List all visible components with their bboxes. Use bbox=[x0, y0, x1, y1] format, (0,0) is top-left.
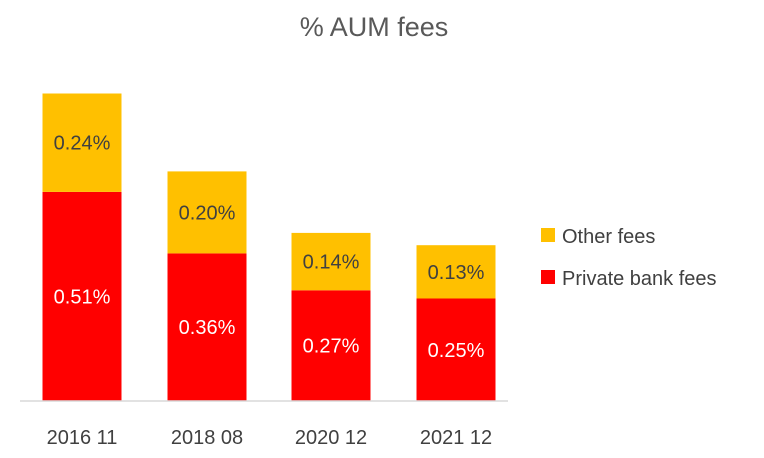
bars-group: 0.51% 0.24% 0.36% 0.20% 0.27% 0.14% 0.25% 0.13% bbox=[42, 93, 496, 401]
bar-other-fees bbox=[167, 171, 247, 254]
x-tick-label: 2016 11 bbox=[47, 427, 118, 449]
bar-other-fees bbox=[416, 245, 496, 299]
chart-title: % AUM fees bbox=[300, 12, 449, 42]
bar-other-fees bbox=[42, 93, 122, 192]
data-label: 0.36% bbox=[179, 317, 236, 339]
legend-label: Other fees bbox=[562, 226, 655, 248]
legend-swatch bbox=[541, 228, 555, 242]
data-label: 0.51% bbox=[54, 286, 111, 308]
x-tick-label: 2020 12 bbox=[295, 427, 367, 449]
data-label: 0.24% bbox=[54, 133, 111, 155]
bar-private-bank-fees bbox=[416, 298, 496, 401]
x-tick-label: 2021 12 bbox=[420, 427, 492, 449]
data-label: 0.20% bbox=[179, 202, 236, 224]
data-label: 0.27% bbox=[303, 336, 360, 358]
bar-other-fees bbox=[291, 232, 371, 291]
x-tick-label: 2018 08 bbox=[171, 427, 243, 449]
legend: Other fees Private bank fees bbox=[541, 226, 717, 290]
bar-private-bank-fees bbox=[291, 290, 371, 401]
x-tick-labels: 2016 11 2018 08 2020 12 2021 12 bbox=[47, 427, 493, 449]
data-label: 0.14% bbox=[303, 252, 360, 274]
data-label: 0.25% bbox=[428, 340, 485, 362]
data-label: 0.13% bbox=[428, 262, 485, 284]
legend-label: Private bank fees bbox=[562, 268, 717, 290]
legend-swatch bbox=[541, 270, 555, 284]
bar-private-bank-fees bbox=[42, 191, 122, 401]
bar-private-bank-fees bbox=[167, 253, 247, 401]
